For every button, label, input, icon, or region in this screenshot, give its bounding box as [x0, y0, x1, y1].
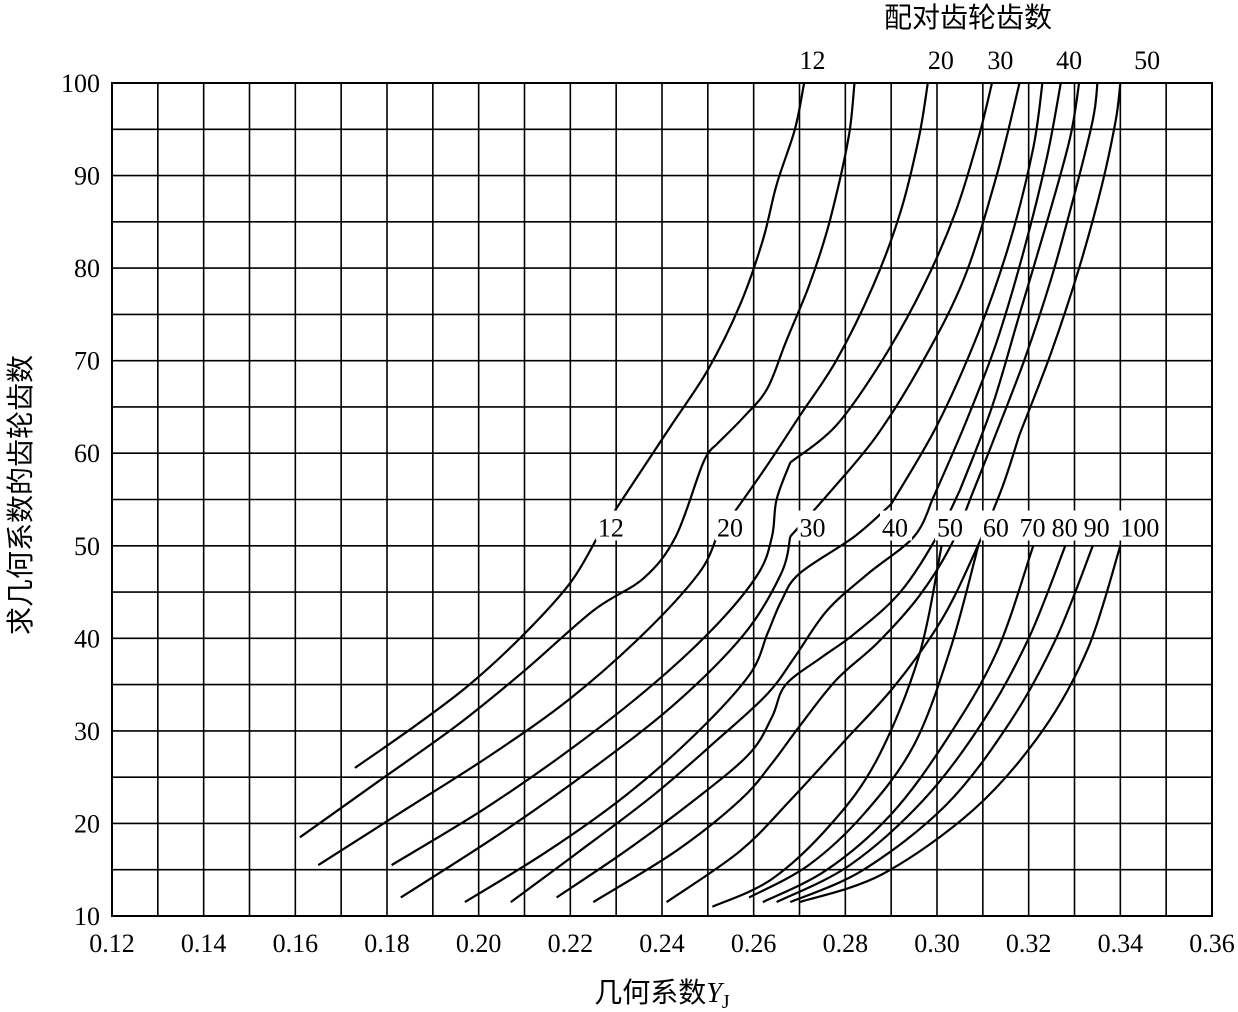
x-tick-label: 0.26 [731, 929, 777, 958]
series-curve-100 [1018, 82, 1122, 436]
curve-label-upper-20: 20 [928, 46, 954, 75]
x-tick-label: 0.18 [364, 929, 410, 958]
curve-label-background [1118, 510, 1164, 541]
y-tick-label: 100 [61, 69, 100, 98]
y-tick-label: 30 [74, 717, 100, 746]
y-tick-label: 90 [74, 162, 100, 191]
x-tick-label: 0.28 [823, 929, 869, 958]
series-curve-30 [716, 82, 929, 538]
y-tick-label: 50 [74, 532, 100, 561]
curve-label-lower-90: 90 [1084, 514, 1110, 543]
y-tick-label: 20 [74, 809, 100, 838]
curve-label-upper-12: 12 [800, 46, 826, 75]
axis-tick-labels: 0.12 0.14 0.16 0.18 0.20 0.22 0.24 0.26 0.28 0.30… [61, 69, 1235, 958]
series-curve-80 [958, 82, 1081, 491]
series-curve-unlabeled [711, 545, 943, 908]
series-curve-50 [400, 536, 792, 899]
series-curve-unlabeled [748, 545, 980, 899]
curve-label-background [715, 510, 747, 541]
curve-label-background [935, 510, 967, 541]
series-curve-60 [464, 503, 892, 904]
series-curve-unlabeled [776, 545, 1067, 904]
curve-label-background [1054, 43, 1087, 74]
curve-label-lower-20: 20 [717, 514, 743, 543]
y-tick-label: 10 [74, 902, 100, 931]
x-tick-label: 0.32 [1006, 929, 1052, 958]
x-axis-title-symbol: Y [706, 978, 725, 1009]
series-curve-80 [555, 489, 961, 899]
curve-label-background [797, 510, 830, 541]
series-curve-90 [592, 443, 994, 904]
series-curve-90 [990, 82, 1099, 445]
curve-label-upper-40: 40 [1056, 46, 1082, 75]
y-tick-label: 40 [74, 624, 100, 653]
curve-label-background [980, 510, 1013, 541]
curve-label-lower-100: 100 [1120, 514, 1159, 543]
series-curve-unlabeled [799, 545, 1122, 904]
x-axis-title-subscript: J [722, 991, 730, 1012]
x-tick-label: 0.20 [456, 929, 502, 958]
x-tick-label: 0.22 [548, 929, 594, 958]
curve-label-background [925, 43, 958, 74]
curve-label-background [797, 43, 830, 74]
curve-label-upper-30: 30 [987, 46, 1013, 75]
curve-label-lower-30: 30 [800, 514, 826, 543]
curve-label-background [1132, 43, 1165, 74]
y-tick-label: 70 [74, 347, 100, 376]
curve-label-background [595, 510, 628, 541]
series-curve-20 [299, 443, 718, 839]
plot-frame [111, 82, 1213, 917]
y-axis-title: 求几何系数的齿轮齿数 [4, 355, 37, 635]
curve-label-background [1017, 510, 1050, 541]
grid-lines [111, 82, 1213, 917]
series-curve-60 [890, 82, 1044, 505]
curve-label-background [1049, 510, 1082, 541]
y-tick-label: 80 [74, 254, 100, 283]
x-tick-label: 0.36 [1189, 929, 1235, 958]
curve-series [299, 82, 1122, 908]
series-curve-100 [665, 434, 1021, 904]
x-tick-label: 0.16 [273, 929, 319, 958]
curve-label-background [1081, 510, 1114, 541]
curve-label-lower-40: 40 [882, 514, 908, 543]
series-curve-unlabeled [762, 545, 1035, 904]
series-curve-50 [789, 82, 1021, 538]
series-curve-40 [789, 82, 994, 464]
x-tick-label: 0.30 [914, 929, 960, 958]
series-curve-20 [716, 82, 856, 445]
curve-label-lower-12: 12 [598, 514, 624, 543]
series-curve-70 [931, 82, 1062, 500]
series-curve-12 [354, 535, 599, 769]
x-axis-title-text: 几何系数 [594, 976, 706, 1009]
series-curve-unlabeled [789, 545, 1094, 904]
series-curve-40 [391, 462, 792, 867]
x-tick-label: 0.12 [89, 929, 135, 958]
curve-label-upper-50: 50 [1134, 46, 1160, 75]
series-curve-12 [596, 82, 806, 538]
y-tick-label: 60 [74, 439, 100, 468]
x-tick-label: 0.34 [1098, 929, 1144, 958]
curve-label-background [985, 43, 1018, 74]
curve-label-lower-50: 50 [937, 514, 963, 543]
curve-labels: 12 20 30 40 50 60 70 80 90 100 12 20 30 40 50 [595, 43, 1165, 543]
series-curve-30 [317, 536, 718, 867]
curve-label-lower-70: 70 [1020, 514, 1046, 543]
x-tick-label: 0.24 [639, 929, 685, 958]
x-tick-label: 0.14 [181, 929, 227, 958]
curve-label-lower-60: 60 [983, 514, 1009, 543]
curve-label-background [880, 510, 912, 541]
series-curve-70 [510, 499, 934, 903]
curve-label-lower-80: 80 [1052, 514, 1078, 543]
chart-title: 配对齿轮齿数 [884, 1, 1052, 34]
x-axis-title: 几何系数YJ [594, 976, 730, 1012]
